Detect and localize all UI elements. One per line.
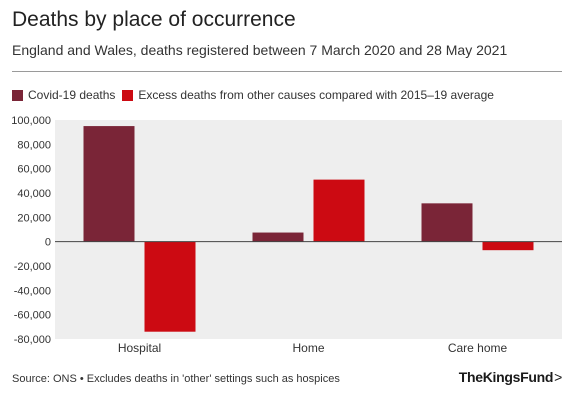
y-tick-label: -80,000 [14, 334, 51, 346]
title-divider [12, 71, 562, 72]
y-tick-label: 60,000 [17, 164, 51, 176]
legend-label-covid: Covid-19 deaths [28, 88, 116, 102]
legend-item-excess: Excess deaths from other causes compared… [122, 88, 494, 102]
x-tick-label: Care home [448, 341, 508, 355]
y-tick-label: 100,000 [11, 115, 51, 127]
bar-excess [144, 241, 196, 332]
bar-covid [252, 232, 304, 242]
x-tick-label: Hospital [118, 341, 161, 355]
legend-item-covid: Covid-19 deaths [12, 88, 115, 102]
y-tick-label: 80,000 [17, 139, 51, 151]
x-tick-label: Home [292, 341, 324, 355]
chart-legend: Covid-19 deaths Excess deaths from other… [12, 88, 501, 102]
chart-title: Deaths by place of occurrence [12, 8, 296, 31]
legend-swatch-excess [122, 89, 134, 101]
chart-subtitle: England and Wales, deaths registered bet… [12, 42, 508, 58]
bar-covid [421, 203, 473, 242]
bar-excess [482, 241, 534, 251]
y-tick-label: 0 [45, 237, 51, 249]
legend-label-excess: Excess deaths from other causes compared… [138, 88, 494, 102]
y-tick-label: 20,000 [17, 212, 51, 224]
legend-swatch-covid [12, 89, 23, 101]
y-tick-label: -20,000 [14, 261, 51, 273]
plot-area [55, 120, 562, 339]
y-tick-label: 40,000 [17, 188, 51, 200]
y-tick-label: -40,000 [14, 285, 51, 297]
kings-fund-logo: TheKingsFund> [458, 369, 563, 385]
source-note: Source: ONS • Excludes deaths in 'other'… [12, 373, 340, 385]
bar-covid [83, 126, 135, 242]
y-tick-label: -60,000 [14, 310, 51, 322]
bar-excess [313, 179, 365, 242]
